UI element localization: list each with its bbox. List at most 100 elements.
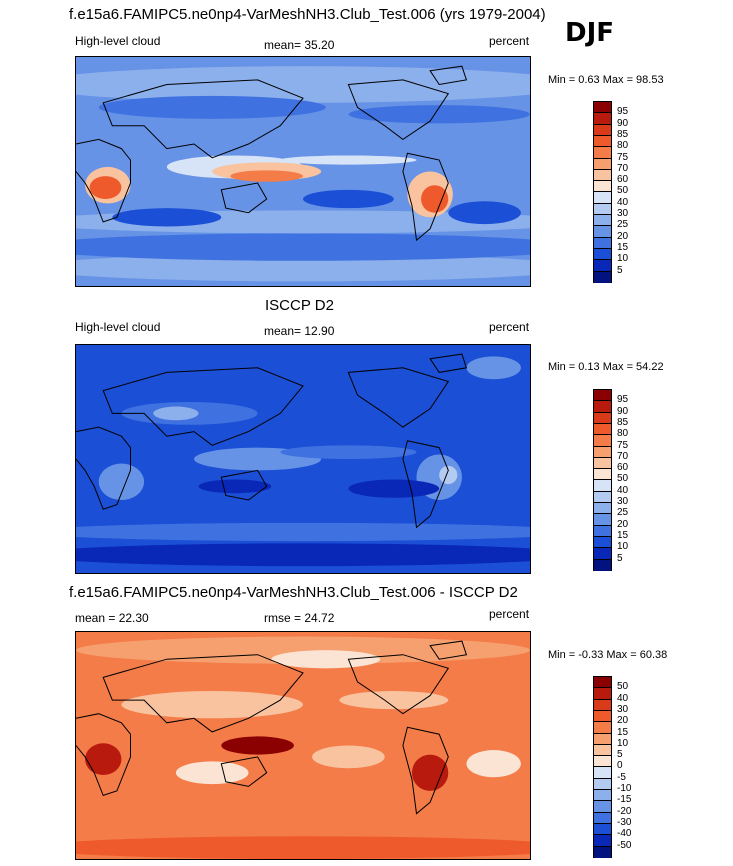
colorbar-label: 60 <box>617 462 629 474</box>
colorbar-label: 75 <box>617 151 629 163</box>
panel3-mean: mean = 22.30 <box>75 611 149 625</box>
plot-title: f.e15a6.FAMIPC5.ne0np4-VarMeshNH3.Club_T… <box>69 6 546 23</box>
field-region <box>76 233 530 261</box>
colorbar-label: 25 <box>617 219 629 231</box>
panel2-mean: mean= 12.90 <box>264 324 335 338</box>
field-region <box>76 253 530 282</box>
field-region <box>112 208 222 227</box>
panel3-rmse: rmse = 24.72 <box>264 611 335 625</box>
field-region <box>221 736 294 755</box>
coastline <box>347 367 450 428</box>
colorbar-box <box>593 123 612 136</box>
field-region <box>85 743 122 776</box>
colorbar-box <box>593 168 612 182</box>
field-region <box>339 691 449 710</box>
colorbar-box <box>593 502 612 515</box>
panel3-map <box>75 631 531 860</box>
coastline <box>220 469 268 501</box>
coastline <box>76 713 131 797</box>
coastline <box>347 79 450 141</box>
colorbar-box <box>593 698 612 711</box>
colorbar-label: 70 <box>617 450 629 462</box>
colorbar-label: 80 <box>617 140 629 152</box>
panel1-variable: High-level cloud <box>75 34 161 48</box>
colorbar-label: 85 <box>617 128 629 140</box>
coastline <box>402 152 449 242</box>
field-region <box>76 66 530 103</box>
field-region <box>271 650 381 669</box>
field-region <box>230 170 303 182</box>
colorbar-box <box>593 800 612 813</box>
colorbar-label: 0 <box>617 760 623 772</box>
colorbar-label: 90 <box>617 405 629 417</box>
colorbar-box <box>593 270 612 283</box>
colorbar-label: -30 <box>617 816 632 828</box>
colorbar-label: 90 <box>617 117 629 129</box>
coastline <box>76 426 131 510</box>
colorbar-label: 95 <box>617 394 629 406</box>
field-region <box>448 201 521 225</box>
colorbar-label: 50 <box>617 473 629 485</box>
colorbar-box <box>593 777 612 790</box>
colorbar-box <box>593 709 612 723</box>
coastline <box>402 726 449 815</box>
colorbar-box <box>593 157 612 170</box>
colorbar-label: 5 <box>617 552 623 564</box>
field-region <box>439 465 458 485</box>
colorbar-box <box>593 766 612 779</box>
colorbar-label: 10 <box>617 253 629 265</box>
field-region <box>312 745 385 769</box>
field-region <box>76 543 530 567</box>
colorbar-label: 30 <box>617 703 629 715</box>
colorbar-label: 20 <box>617 518 629 530</box>
colorbar-label: 75 <box>617 439 629 451</box>
field-region <box>348 479 440 498</box>
field-region <box>466 356 521 380</box>
colorbar-box <box>593 134 612 148</box>
colorbar-label: 20 <box>617 715 629 727</box>
colorbar-label: 40 <box>617 692 629 704</box>
colorbar-box <box>593 225 612 238</box>
colorbar-box <box>593 811 612 824</box>
field-region <box>76 636 530 664</box>
colorbar-label: 5 <box>617 749 623 761</box>
colorbar-label: 10 <box>617 541 629 553</box>
colorbar-box <box>593 247 612 261</box>
colorbar-label: -10 <box>617 783 632 794</box>
colorbar-label: 5 <box>617 264 623 276</box>
coastline <box>220 182 268 214</box>
field-region <box>421 185 449 213</box>
field-region <box>89 176 122 199</box>
colorbar-box <box>593 721 612 734</box>
colorbar-label: 15 <box>617 529 629 541</box>
coastline <box>220 756 268 787</box>
colorbar-box <box>593 389 612 402</box>
colorbar-label: 40 <box>617 484 629 496</box>
colorbar-box <box>593 202 612 215</box>
colorbar-box <box>593 535 612 549</box>
field-region <box>98 463 145 501</box>
field-region <box>121 691 303 719</box>
colorbar-label: 15 <box>617 241 629 253</box>
colorbar-label: 85 <box>617 416 629 428</box>
colorbar-box <box>593 687 612 700</box>
field-region <box>303 189 394 209</box>
coastline <box>102 79 304 159</box>
coastline <box>102 367 304 446</box>
colorbar-box <box>593 434 612 447</box>
colorbar-box <box>593 513 612 526</box>
colorbar-box <box>593 676 612 689</box>
colorbar-box <box>593 755 612 768</box>
panel2-map <box>75 344 531 574</box>
colorbar-label: -20 <box>617 805 632 817</box>
colorbar-box <box>593 789 612 802</box>
colorbar-label: 25 <box>617 507 629 519</box>
colorbar-box <box>593 400 612 413</box>
colorbar-label: 20 <box>617 230 629 242</box>
colorbar-box <box>593 468 612 481</box>
coastline <box>347 654 450 715</box>
colorbar-label: 50 <box>617 185 629 197</box>
panel1-map <box>75 56 531 287</box>
field-region <box>76 836 530 859</box>
panel3-units: percent <box>489 607 530 621</box>
